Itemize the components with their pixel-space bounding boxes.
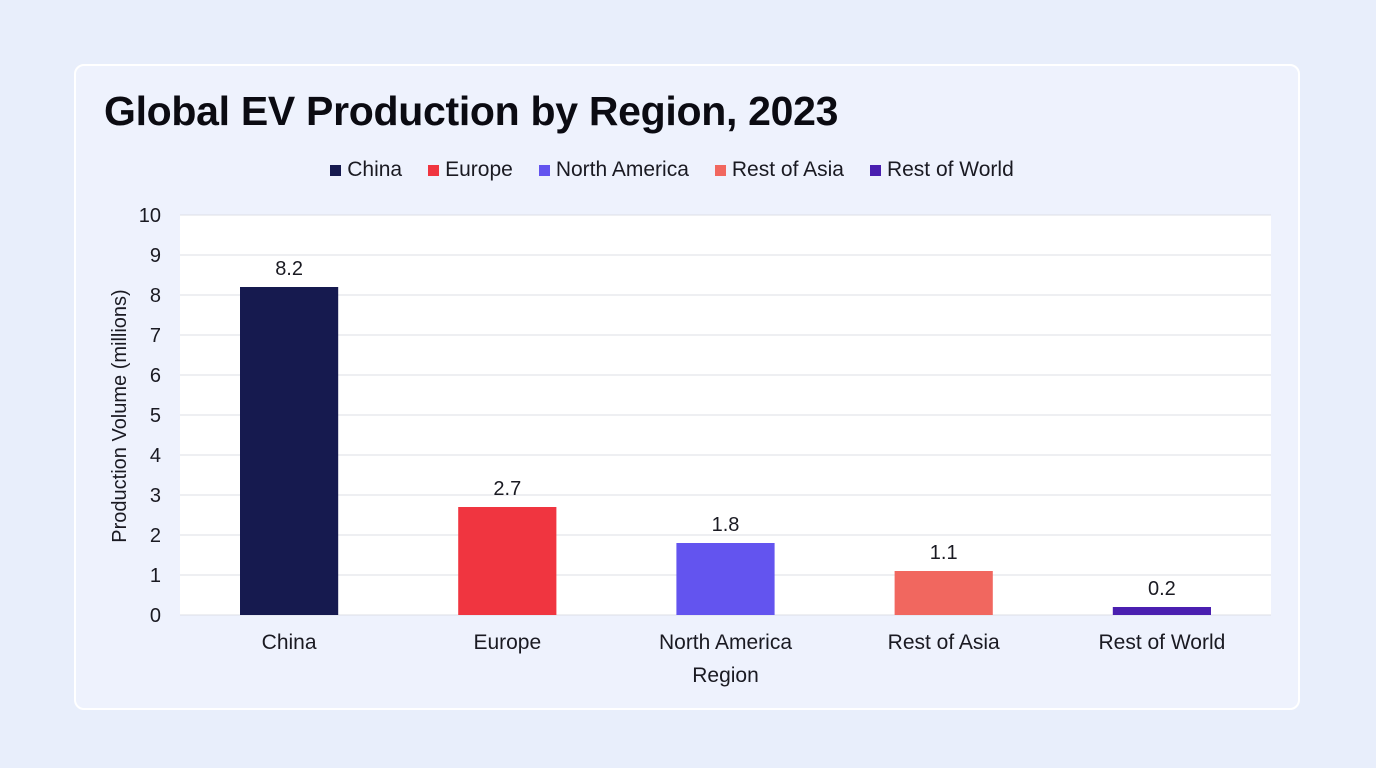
x-tick-label: Rest of World [1098,631,1225,654]
bar-value-label: 2.7 [493,478,521,500]
y-tick-label: 8 [150,285,161,307]
x-tick-label: Europe [473,631,541,654]
legend-swatch [330,164,342,176]
y-tick-label: 5 [150,405,161,427]
bar [676,543,775,615]
y-tick-label: 0 [150,605,161,627]
x-tick-label: Rest of Asia [888,631,1000,654]
legend-swatch [538,164,550,176]
bar-value-label: 1.8 [712,514,740,536]
legend-label: China [347,158,403,181]
bars [240,287,1211,615]
x-tick-label: China [262,631,317,654]
legend-swatch [428,164,440,176]
legend-swatch [714,164,726,176]
legend-label: Europe [445,158,513,181]
bar [458,507,557,615]
y-tick-label: 1 [150,565,161,587]
legend-item-rest-of-world: Rest of World [869,158,1014,182]
legend-item-north-america: North America [538,158,689,182]
chart-title: Global EV Production by Region, 2023 [104,88,839,134]
legend-label: Rest of World [886,158,1014,181]
y-axis-label: Production Volume (millions) [109,289,131,542]
chart-legend: China Europe North America Rest of Asia … [0,158,1360,182]
y-tick-label: 3 [150,485,161,507]
x-tick-label: North America [659,631,792,654]
y-tick-label: 2 [150,525,161,547]
y-tick-label: 10 [139,205,161,227]
legend-item-europe: Europe [428,158,513,182]
bar [894,571,993,615]
value-labels: 8.2 2.7 1.8 1.1 0.2 [275,258,1176,600]
bar [1112,607,1211,615]
y-tick-label: 4 [150,445,161,467]
y-tick-label: 9 [150,245,161,267]
legend-label: North America [555,158,689,181]
bar-value-label: 0.2 [1148,578,1176,600]
y-tick-label: 6 [150,365,161,387]
bar [240,287,339,615]
legend-swatch [869,164,881,176]
bar-value-label: 8.2 [275,258,303,280]
y-tick-label: 7 [150,325,161,347]
y-axis-ticks: 0 1 2 3 4 5 6 7 8 9 10 [139,205,161,627]
bar-value-label: 1.1 [930,542,958,564]
legend-item-rest-of-asia: Rest of Asia [714,158,844,182]
x-axis-ticks: China Europe North America Rest of Asia Rest… [262,631,1226,654]
legend-item-china: China [330,158,402,182]
legend-label: Rest of Asia [731,158,844,181]
x-axis-label: Region [692,664,759,687]
